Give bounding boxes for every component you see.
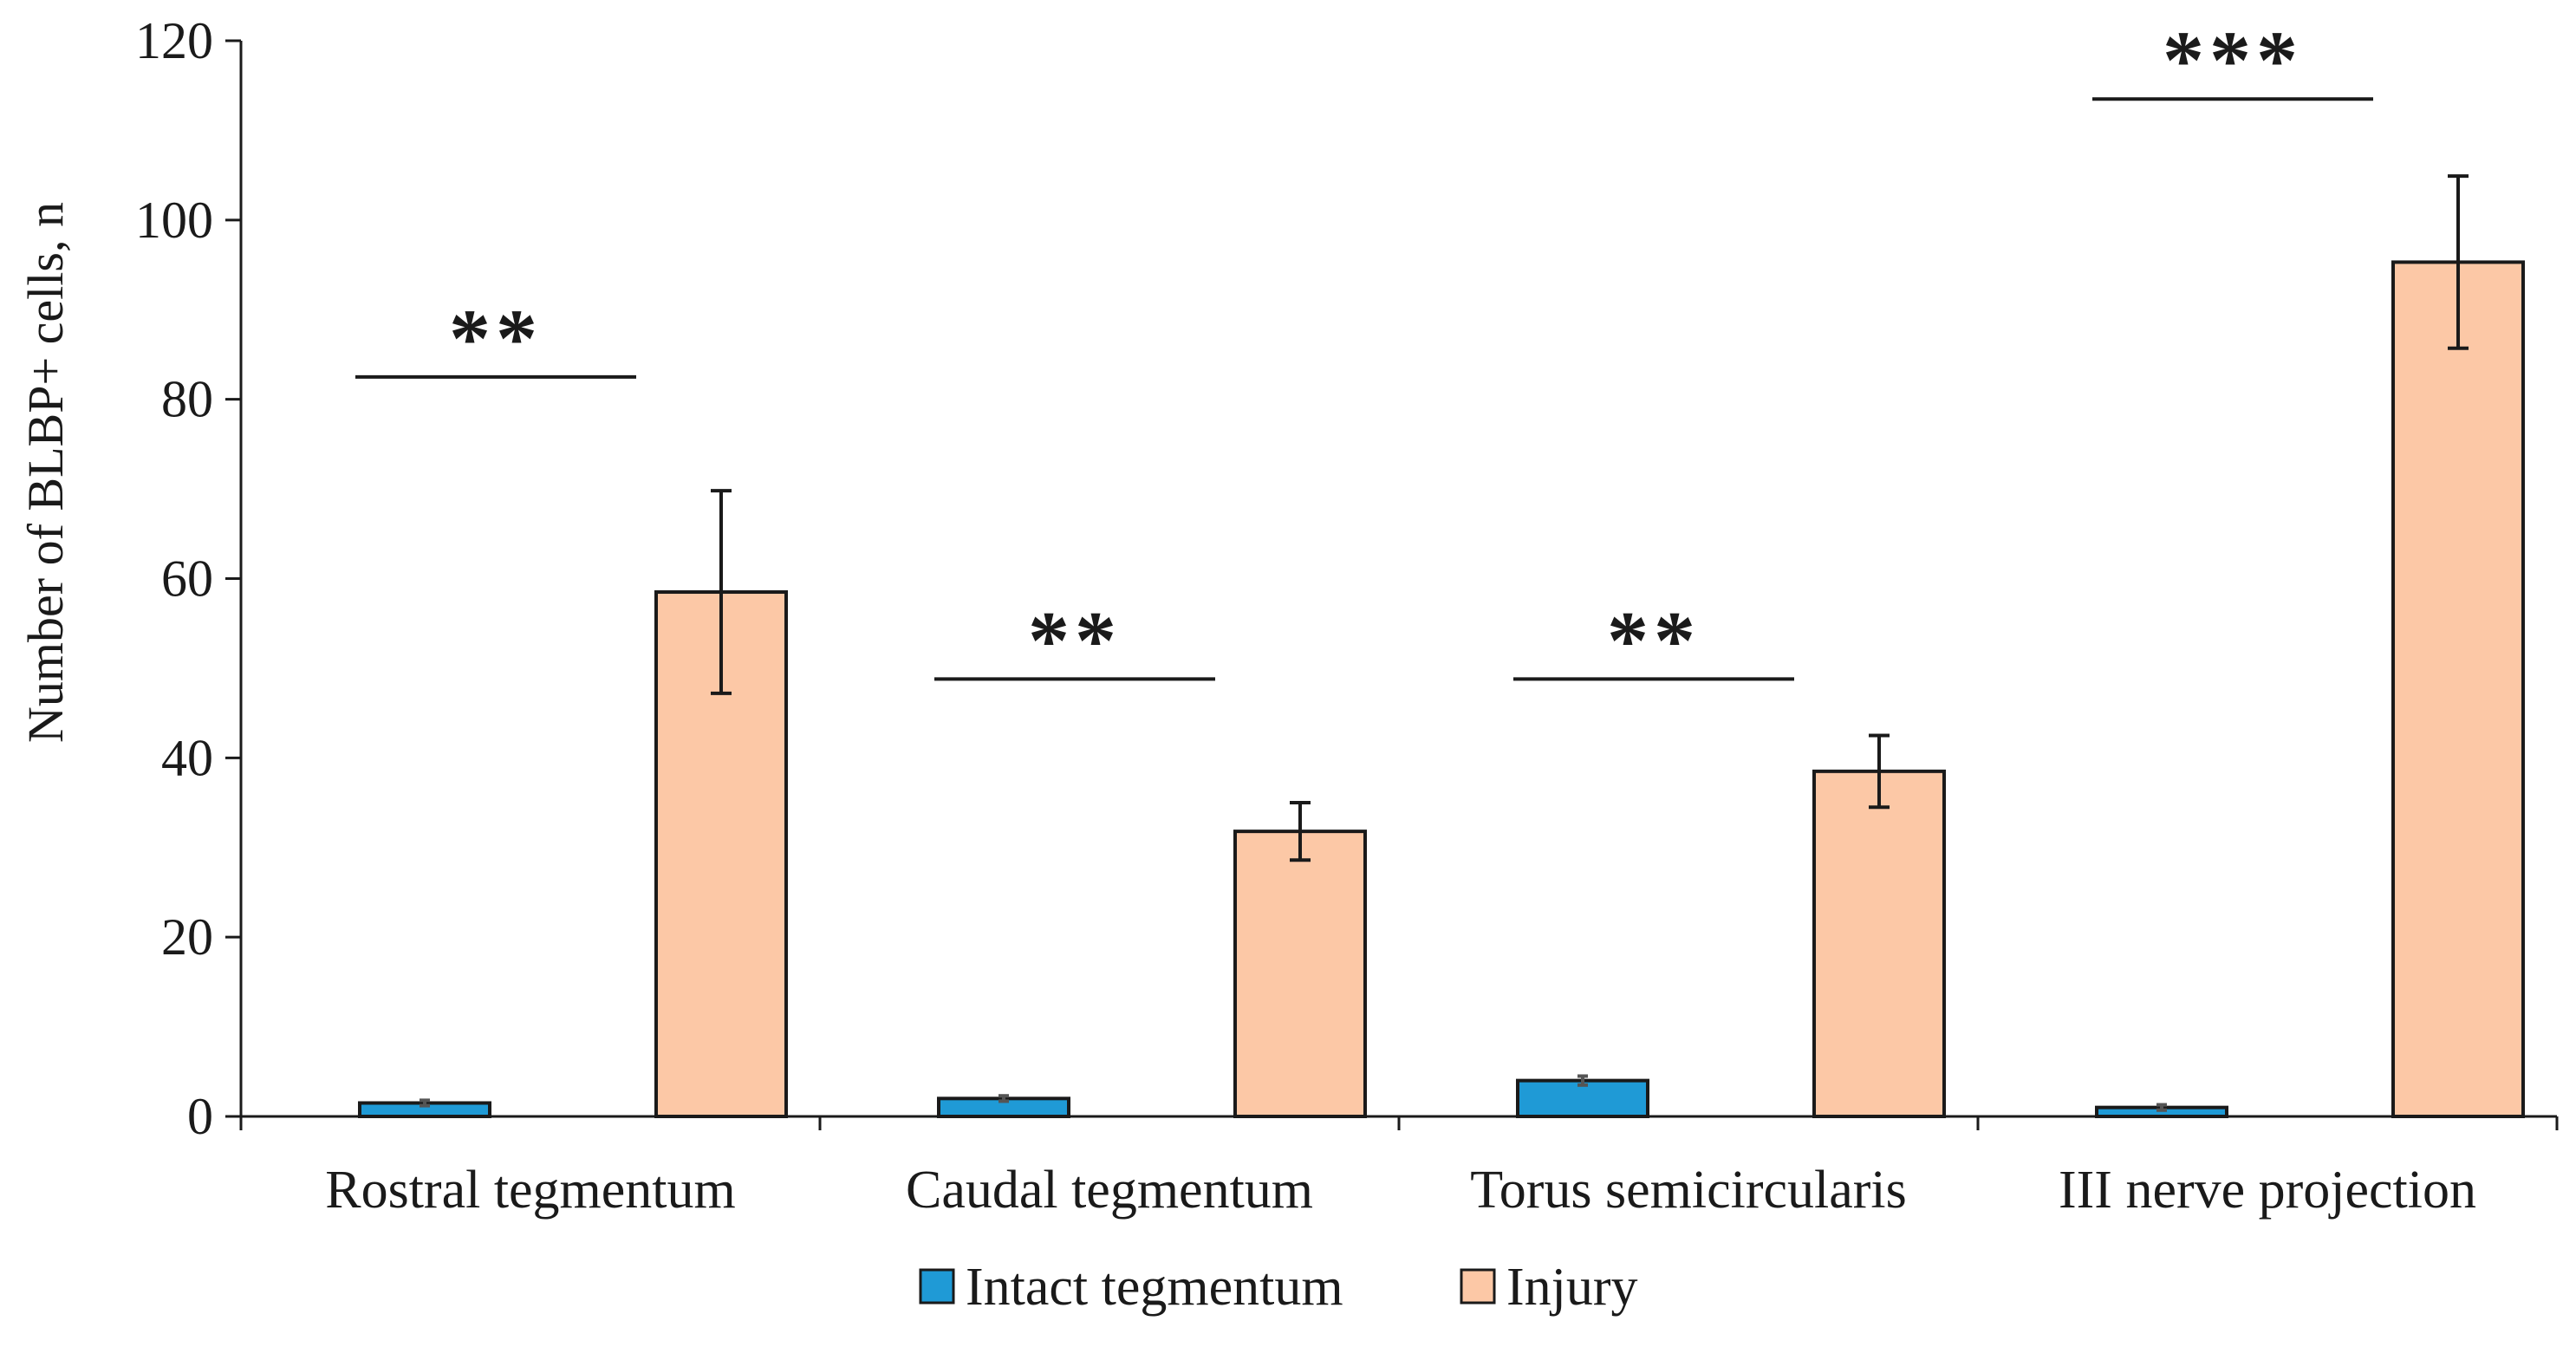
significance-label: ** xyxy=(1607,594,1701,687)
legend-swatch-intact xyxy=(919,1268,955,1305)
bar-injury xyxy=(1233,830,1367,1118)
y-axis-title: Number of BLBP+ cells, n xyxy=(17,202,74,743)
legend-label: Intact tegmentum xyxy=(966,1258,1343,1317)
significance-label: *** xyxy=(2163,14,2303,107)
y-tick-label: 0 xyxy=(187,1088,213,1145)
legend-swatch-injury xyxy=(1460,1268,1496,1305)
y-tick-label: 20 xyxy=(161,908,213,966)
y-tick-label: 40 xyxy=(161,729,213,786)
x-category-label: Caudal tegmentum xyxy=(906,1161,1313,1220)
x-category-label: Torus semicircularis xyxy=(1470,1161,1907,1220)
y-tick-label: 120 xyxy=(135,12,213,69)
bar-injury xyxy=(2391,260,2525,1119)
legend-label: Injury xyxy=(1506,1258,1638,1317)
y-tick-label: 100 xyxy=(135,192,213,249)
significance-label: ** xyxy=(449,292,543,385)
bar-injury xyxy=(1812,769,1946,1118)
y-tick-label: 60 xyxy=(161,550,213,608)
x-category-label: III nerve projection xyxy=(2059,1161,2476,1220)
x-category-label: Rostral tegmentum xyxy=(325,1161,736,1220)
y-tick-label: 80 xyxy=(161,371,213,428)
significance-label: ** xyxy=(1028,594,1122,687)
